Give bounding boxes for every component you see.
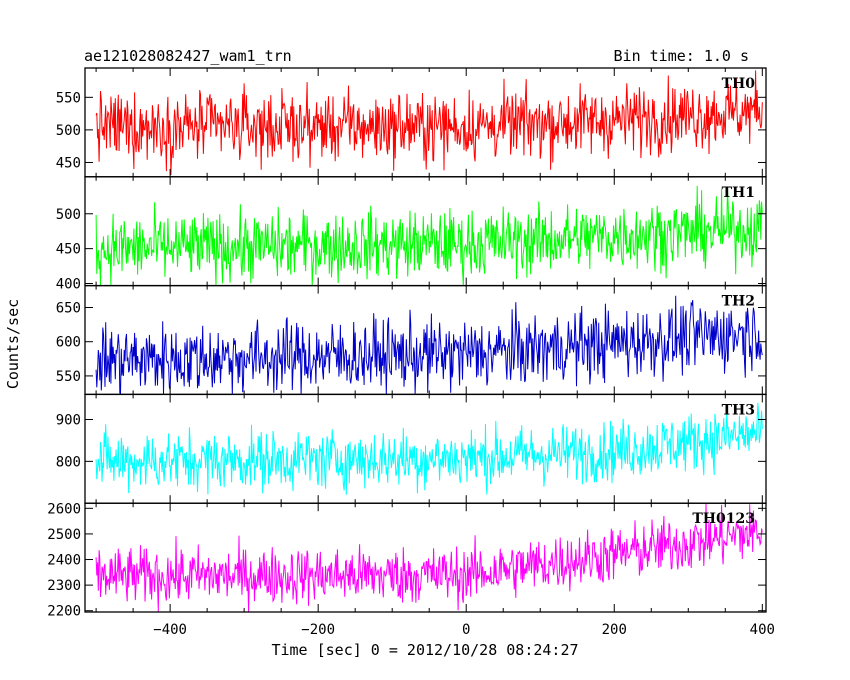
x-tick-label: −400 [153,622,187,638]
y-tick-label: 800 [56,454,81,470]
x-tick-label: −200 [301,622,335,638]
series-line-th1 [95,185,763,286]
panel-th2: 550 600 650 TH2 [56,284,767,396]
series-line-th0123 [95,503,763,613]
y-tick-label: 500 [56,123,81,139]
series-line-th0 [95,70,763,176]
panel-label: TH1 [722,185,755,201]
y-tick-label: 2500 [47,527,81,543]
y-tick-label: 450 [56,242,81,258]
panel-frame [84,176,767,287]
y-tick-label: 400 [56,277,81,293]
panel-label: TH3 [722,402,755,418]
chart-title: ae121028082427_wam1_trn [84,47,292,65]
y-tick-label: 2600 [47,501,81,517]
y-tick-label: 550 [56,90,81,106]
panel-th0: 450 500 550 TH0 [56,67,767,178]
x-tick-label: 200 [602,622,627,638]
panel-frame [84,502,767,613]
panel-th0123: 2200 2300 2400 2500 2600 TH0123 [47,501,767,620]
y-tick-label: 2300 [47,578,81,594]
panel-th1: 400 450 500 TH1 [56,176,767,293]
y-tick-label: 500 [56,207,81,223]
y-tick-label: 550 [56,369,81,385]
bin-time-label: Bin time: 1.0 s [614,47,749,65]
y-tick-label: 2200 [47,604,81,620]
y-tick-label: 900 [56,413,81,429]
x-tick-label: 400 [750,622,775,638]
y-tick-label: 450 [56,155,81,171]
panel-label: TH2 [722,294,755,310]
x-tick-label: 0 [462,622,470,638]
panel-label: TH0 [722,76,756,92]
panel-th3: 800 900 TH3 [56,393,767,504]
x-axis: −400 −200 0 200 400 [153,622,775,638]
y-tick-label: 600 [56,335,81,351]
series-line-th3 [95,402,763,495]
panel-label: TH0123 [692,511,755,527]
panels-group: 450 500 550 TH0 400 450 500 TH1 550 600 650 TH2 800 9… [47,67,767,620]
y-tick-label: 2400 [47,553,81,569]
y-axis-label: Counts/sec [4,299,22,389]
x-axis-label: Time [sec] 0 = 2012/10/28 08:24:27 [271,641,578,659]
series-line-th2 [95,295,763,395]
y-tick-label: 650 [56,300,81,316]
